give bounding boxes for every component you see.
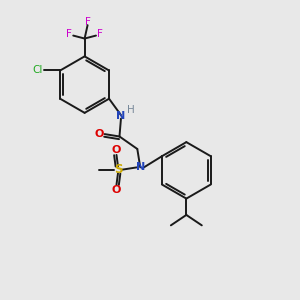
Text: S: S xyxy=(114,163,122,176)
Text: F: F xyxy=(66,29,72,39)
Text: O: O xyxy=(112,145,121,155)
Text: N: N xyxy=(136,162,145,172)
Text: N: N xyxy=(116,111,126,121)
Text: O: O xyxy=(112,185,121,195)
Text: F: F xyxy=(85,16,91,27)
Text: O: O xyxy=(95,129,104,139)
Text: H: H xyxy=(127,105,134,115)
Text: Cl: Cl xyxy=(33,65,43,76)
Text: F: F xyxy=(97,29,103,39)
